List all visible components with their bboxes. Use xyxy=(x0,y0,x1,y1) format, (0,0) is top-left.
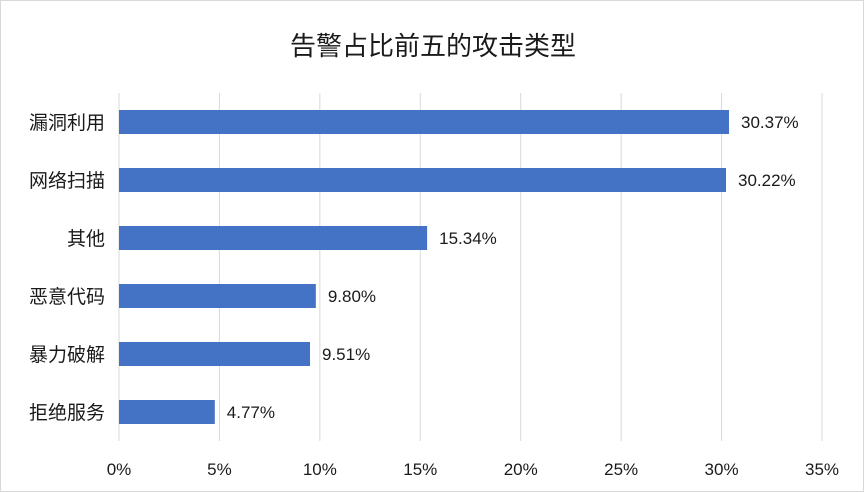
x-tick-label: 15% xyxy=(403,460,437,479)
x-tick-label: 25% xyxy=(604,460,638,479)
chart-title: 告警占比前五的攻击类型 xyxy=(290,32,576,62)
data-labels: 30.37% 30.22% 15.34% 9.80% 9.51% 4.77% xyxy=(227,113,799,422)
bar xyxy=(119,342,311,366)
data-label: 30.22% xyxy=(738,171,796,190)
data-label: 30.37% xyxy=(741,113,799,132)
data-label: 4.77% xyxy=(227,403,275,422)
category-label: 其他 xyxy=(67,228,105,250)
bars xyxy=(119,110,730,424)
bar xyxy=(119,168,726,192)
data-label: 9.80% xyxy=(328,287,376,306)
category-label: 网络扫描 xyxy=(29,170,105,192)
value-axis: 0% 5% 10% 15% 20% 25% 30% 35% xyxy=(107,460,839,479)
category-label: 恶意代码 xyxy=(29,286,105,308)
x-tick-label: 35% xyxy=(805,460,839,479)
data-label: 15.34% xyxy=(439,229,497,248)
x-tick-label: 20% xyxy=(504,460,538,479)
category-label: 拒绝服务 xyxy=(29,402,105,424)
bar xyxy=(119,284,316,308)
bar xyxy=(119,110,730,134)
category-label: 漏洞利用 xyxy=(29,112,105,134)
x-tick-label: 10% xyxy=(303,460,337,479)
gridlines xyxy=(118,93,823,441)
bar xyxy=(119,226,428,250)
data-label: 9.51% xyxy=(322,345,370,364)
category-label: 暴力破解 xyxy=(29,344,105,366)
x-tick-label: 5% xyxy=(207,460,232,479)
x-tick-label: 30% xyxy=(705,460,739,479)
bar xyxy=(119,400,215,424)
x-tick-label: 0% xyxy=(107,460,132,479)
